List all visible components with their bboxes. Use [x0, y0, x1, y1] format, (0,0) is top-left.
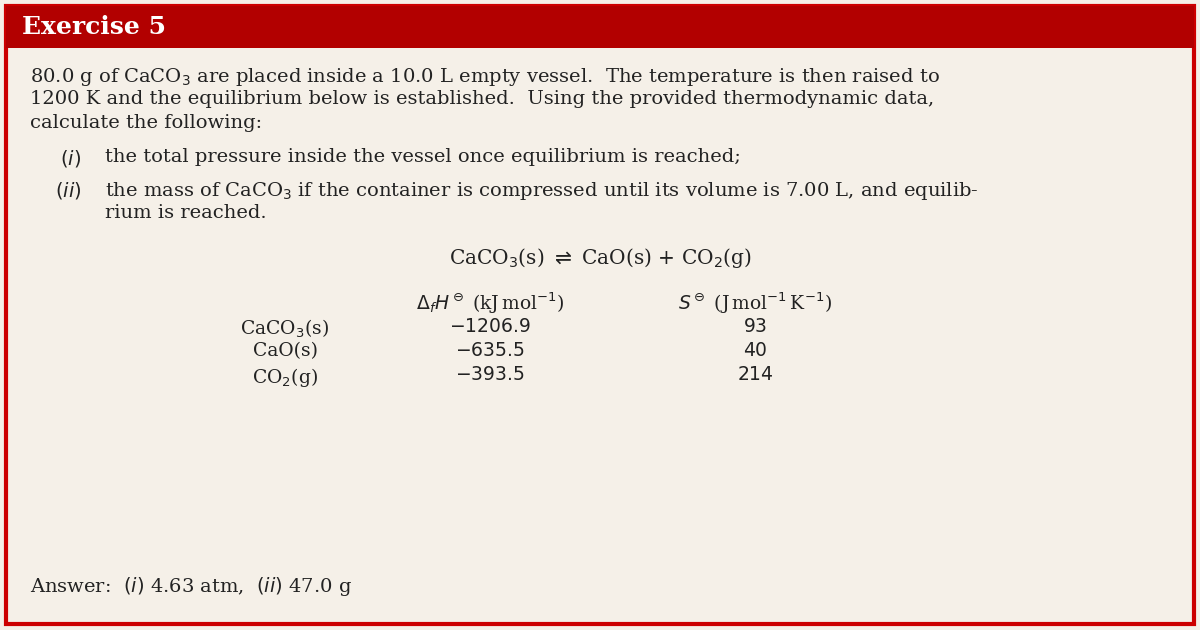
Text: the total pressure inside the vessel once equilibrium is reached;: the total pressure inside the vessel onc…	[106, 148, 740, 166]
Bar	[6, 6, 1194, 48]
Text: CaCO$_3$(s) $\rightleftharpoons$ CaO(s) + CO$_2$(g): CaCO$_3$(s) $\rightleftharpoons$ CaO(s) …	[449, 246, 751, 270]
Text: calculate the following:: calculate the following:	[30, 114, 262, 132]
Text: $(ii)$: $(ii)$	[55, 180, 82, 201]
Text: rium is reached.: rium is reached.	[106, 204, 266, 222]
Text: $(i)$: $(i)$	[60, 148, 80, 169]
Text: CaCO$_3$(s): CaCO$_3$(s)	[240, 318, 330, 340]
Text: $40$: $40$	[743, 342, 767, 360]
Text: $-1206.9$: $-1206.9$	[449, 318, 530, 336]
Text: 1200 K and the equilibrium below is established.  Using the provided thermodynam: 1200 K and the equilibrium below is esta…	[30, 90, 934, 108]
Text: Exercise 5: Exercise 5	[22, 15, 166, 39]
Text: Answer:  $(i)$ 4.63 atm,  $(ii)$ 47.0 g: Answer: $(i)$ 4.63 atm, $(ii)$ 47.0 g	[30, 575, 352, 598]
Text: $-635.5$: $-635.5$	[455, 342, 524, 360]
Text: CaO(s): CaO(s)	[252, 342, 318, 360]
Text: $-393.5$: $-393.5$	[455, 366, 524, 384]
Text: $S^\ominus$ (J$\,$mol$^{-1}$$\,$K$^{-1}$): $S^\ominus$ (J$\,$mol$^{-1}$$\,$K$^{-1}$…	[678, 290, 832, 316]
Text: $93$: $93$	[743, 318, 767, 336]
Text: CO$_2$(g): CO$_2$(g)	[252, 366, 318, 389]
Text: the mass of CaCO$_3$ if the container is compressed until its volume is 7.00 L, : the mass of CaCO$_3$ if the container is…	[106, 180, 979, 202]
Text: $214$: $214$	[737, 366, 773, 384]
Text: $\Delta_f H^\ominus$ (kJ$\,$mol$^{-1}$): $\Delta_f H^\ominus$ (kJ$\,$mol$^{-1}$)	[415, 290, 564, 316]
Text: 80.0 g of CaCO$_3$ are placed inside a 10.0 L empty vessel.  The temperature is : 80.0 g of CaCO$_3$ are placed inside a 1…	[30, 66, 940, 88]
